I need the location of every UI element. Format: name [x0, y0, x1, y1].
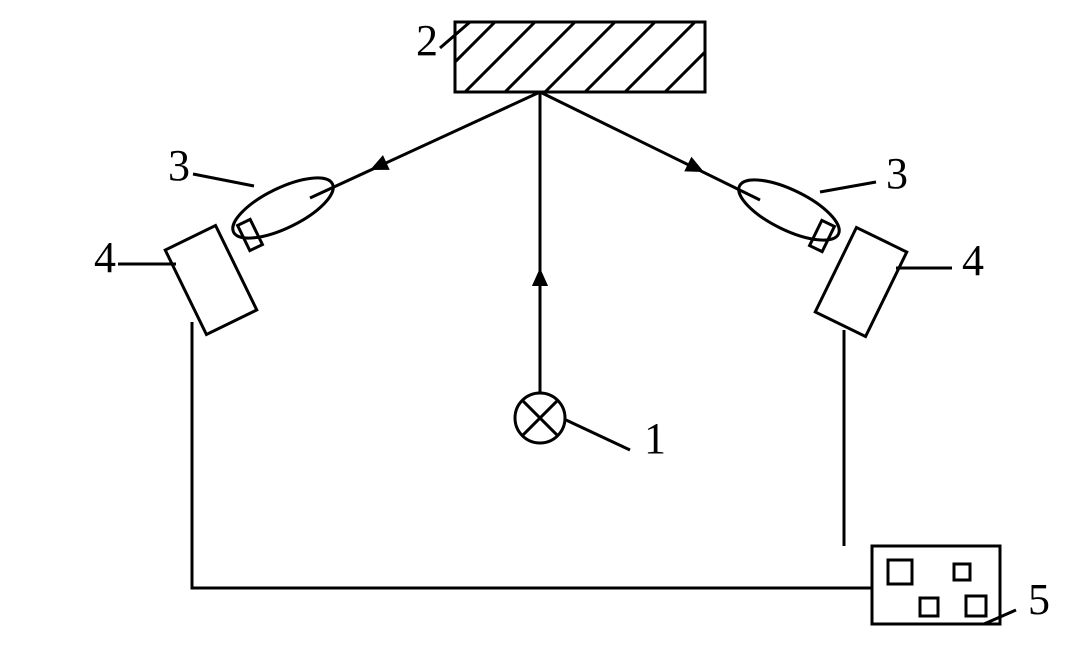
- processor-box: [872, 546, 1000, 624]
- label-det_left: 4: [94, 233, 116, 282]
- processor-inner-2: [920, 598, 938, 616]
- processor-inner-0: [888, 560, 912, 584]
- beam-left: [310, 92, 540, 198]
- label-source: 1: [644, 414, 666, 463]
- detector-left: [165, 225, 257, 334]
- leader-l1: [566, 420, 630, 450]
- label-lens_left: 3: [168, 141, 190, 190]
- leader-l3r: [820, 182, 876, 192]
- beam-right: [540, 92, 760, 200]
- label-lens_right: 3: [886, 149, 908, 198]
- label-det_right: 4: [962, 236, 984, 285]
- processor-inner-3: [966, 596, 986, 616]
- detector-right: [815, 227, 907, 336]
- stem-left: [238, 219, 263, 250]
- stem-right: [810, 220, 835, 251]
- wire-left: [192, 322, 872, 588]
- leader-l3l: [193, 174, 254, 186]
- processor-inner-1: [954, 564, 970, 580]
- sample-block: [385, 22, 815, 92]
- label-sample: 2: [416, 16, 438, 65]
- label-processor: 5: [1028, 575, 1050, 624]
